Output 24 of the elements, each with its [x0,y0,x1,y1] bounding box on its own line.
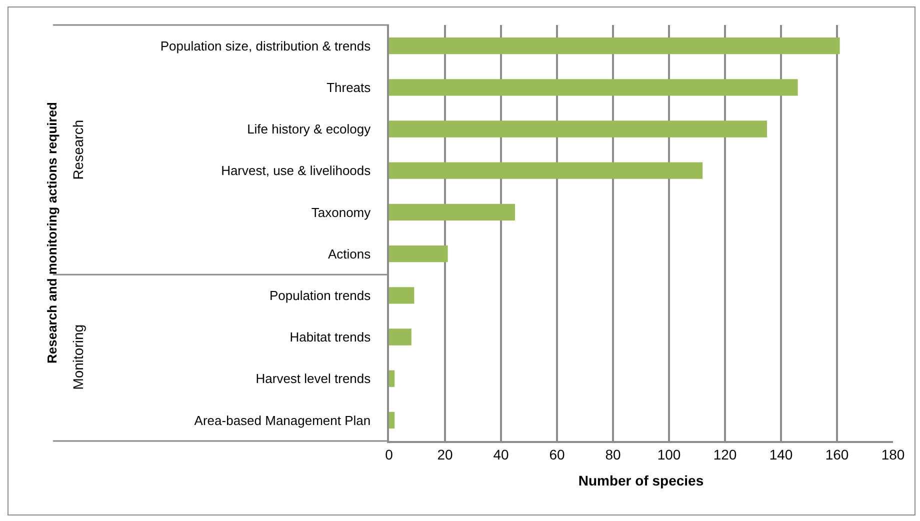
x-tick-label: 60 [549,446,565,463]
x-tick-label: 20 [437,446,453,463]
text: Research [70,120,86,180]
text: Monitoring [70,324,86,390]
x-tick-label: 140 [769,446,793,463]
x-axis-title: Number of species [578,472,704,488]
x-tick-label: 180 [881,446,905,463]
y-tick-label: Actions [328,246,372,262]
y-tick-label: Harvest, use & livelihoods [221,163,372,178]
y-tick-label: Harvest level trends [256,371,372,386]
y-tick-label: Population size, distribution & trends [160,38,372,54]
x-tick-label: 120 [713,446,737,463]
y-tick-label: Population trends [269,288,372,303]
x-tick-label: 40 [493,446,509,463]
x-tick-label: 160 [825,446,849,463]
y-tick-label: Taxonomy [311,204,372,220]
x-tick-label: 0 [385,446,394,463]
y-tick-label: Life history & ecology [247,122,372,137]
x-tick-label: 80 [605,446,621,463]
y-tick-label: Area-based Management Plan [194,412,371,428]
y-tick-label: Threats [326,80,372,95]
text: Research and monitoring actions required [44,102,60,364]
x-tick-label: 100 [657,446,681,463]
y-tick-label: Habitat trends [290,330,372,345]
